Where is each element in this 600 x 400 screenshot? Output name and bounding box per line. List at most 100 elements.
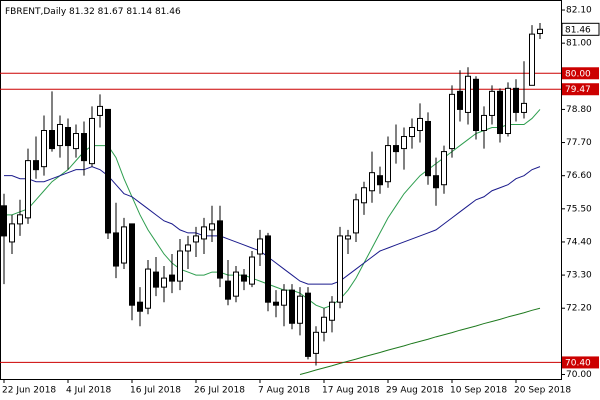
candle-body — [393, 145, 399, 153]
candle-body — [177, 250, 183, 282]
y-tick-label: 77.70 — [566, 138, 592, 148]
candle-body — [265, 235, 271, 303]
ohlc-low: 81.14 — [126, 7, 152, 17]
candle-body — [441, 151, 447, 186]
candle-body — [257, 238, 263, 255]
candle-body — [289, 289, 295, 324]
candle-body — [353, 199, 359, 234]
x-tick-label: 17 Aug 2018 — [322, 386, 380, 396]
x-tick-label: 29 Aug 2018 — [386, 386, 444, 396]
candle-body — [305, 292, 311, 357]
candle-body — [105, 108, 111, 234]
candle-body — [313, 331, 319, 354]
candle-body — [537, 28, 543, 35]
candle-body — [481, 114, 487, 132]
y-tick-label: 76.60 — [566, 171, 592, 181]
candle-body — [505, 87, 511, 135]
candle-body — [457, 90, 463, 110]
candle-body — [89, 117, 95, 165]
y-tick-label: 70.00 — [566, 370, 592, 380]
candle-body — [161, 277, 167, 288]
candle-body — [417, 117, 423, 132]
level-label: 80.00 — [565, 69, 591, 79]
candle-body — [137, 301, 143, 312]
candle-body — [145, 268, 151, 309]
candle-body — [465, 75, 471, 113]
candle-body — [9, 223, 15, 243]
y-tick-label: 78.80 — [566, 105, 592, 115]
candle-body — [169, 274, 175, 282]
candle-body — [345, 235, 351, 240]
candle-body — [193, 235, 199, 243]
level-tag — [562, 83, 599, 96]
candle-body — [249, 256, 255, 285]
candle-body — [433, 175, 439, 189]
candle-body — [121, 226, 127, 264]
candle-body — [97, 105, 103, 116]
candle-body — [49, 130, 55, 150]
moving-average — [299, 307, 541, 375]
x-tick-label: 16 Jul 2018 — [130, 386, 181, 396]
candle-body — [233, 271, 239, 297]
ohlc-open: 81.32 — [69, 7, 95, 17]
ohlc-close: 81.46 — [155, 7, 181, 17]
candle-body — [473, 78, 479, 132]
candle-body — [1, 205, 7, 237]
candle-body — [81, 133, 87, 162]
candle-body — [209, 223, 215, 231]
x-tick-label: 10 Sep 2018 — [450, 386, 507, 396]
candle-body — [113, 232, 119, 267]
y-tick-label: 73.30 — [566, 271, 592, 281]
candle-body — [281, 289, 287, 306]
y-tick-label: 82.10 — [566, 6, 592, 16]
candle-body — [425, 120, 431, 177]
candle-body — [33, 160, 39, 171]
candle-body — [449, 93, 455, 150]
y-tick-label: 74.40 — [566, 237, 592, 247]
candle-body — [409, 126, 415, 138]
candle-body — [57, 123, 63, 147]
candle-body — [41, 130, 47, 168]
candle-body — [377, 175, 383, 186]
candle-body — [361, 187, 367, 204]
x-tick-label: 4 Jul 2018 — [66, 386, 111, 396]
candle-body — [385, 145, 391, 183]
candle-body — [201, 226, 207, 240]
candle-body — [497, 90, 503, 135]
chart-title: FBRENT,Daily 81.32 81.67 81.14 81.46 — [5, 7, 181, 17]
level-label: 70.40 — [565, 358, 591, 368]
candle-body — [297, 295, 303, 324]
plot-frame — [0, 0, 562, 380]
level-tag — [562, 356, 599, 369]
candle-body — [369, 172, 375, 192]
y-tick-label: 72.20 — [566, 304, 592, 314]
candle-body — [217, 220, 223, 279]
candle-body — [489, 90, 495, 116]
level-label: 79.47 — [565, 85, 591, 95]
candle-body — [329, 301, 335, 321]
candle-body — [337, 235, 343, 303]
candle-body — [73, 133, 79, 150]
moving-average — [4, 166, 541, 285]
level-tag — [562, 67, 599, 80]
candle-body — [65, 126, 71, 147]
x-tick-label: 20 Sep 2018 — [514, 386, 571, 396]
candle-body — [513, 87, 519, 113]
x-tick-label: 26 Jul 2018 — [194, 386, 245, 396]
candle-body — [17, 214, 23, 225]
candle-body — [401, 136, 407, 150]
candle-body — [153, 271, 159, 288]
y-tick-label: 81.00 — [566, 39, 592, 49]
x-tick-label: 22 Jun 2018 — [2, 386, 56, 396]
candle-body — [225, 280, 231, 300]
price-tag — [561, 22, 600, 36]
x-tick-label: 7 Aug 2018 — [258, 386, 310, 396]
candle-body — [241, 274, 247, 282]
candle-body — [25, 160, 31, 219]
candle-body — [529, 33, 535, 86]
candle-body — [521, 102, 527, 113]
symbol: FBRENT,Daily — [5, 7, 67, 17]
candle-body — [321, 316, 327, 333]
candle-body — [129, 223, 135, 306]
